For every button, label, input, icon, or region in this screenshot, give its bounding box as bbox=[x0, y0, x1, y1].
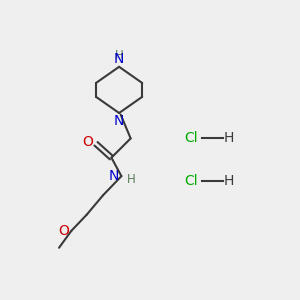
Text: H: H bbox=[224, 131, 234, 146]
Text: Cl: Cl bbox=[184, 174, 198, 188]
Text: O: O bbox=[82, 135, 93, 149]
Text: H: H bbox=[224, 174, 234, 188]
Text: N: N bbox=[114, 114, 124, 128]
Text: Cl: Cl bbox=[184, 131, 198, 146]
Text: N: N bbox=[114, 52, 124, 66]
Text: N: N bbox=[109, 169, 119, 183]
Text: O: O bbox=[58, 224, 69, 238]
Text: H: H bbox=[115, 49, 124, 62]
Text: H: H bbox=[127, 173, 136, 187]
